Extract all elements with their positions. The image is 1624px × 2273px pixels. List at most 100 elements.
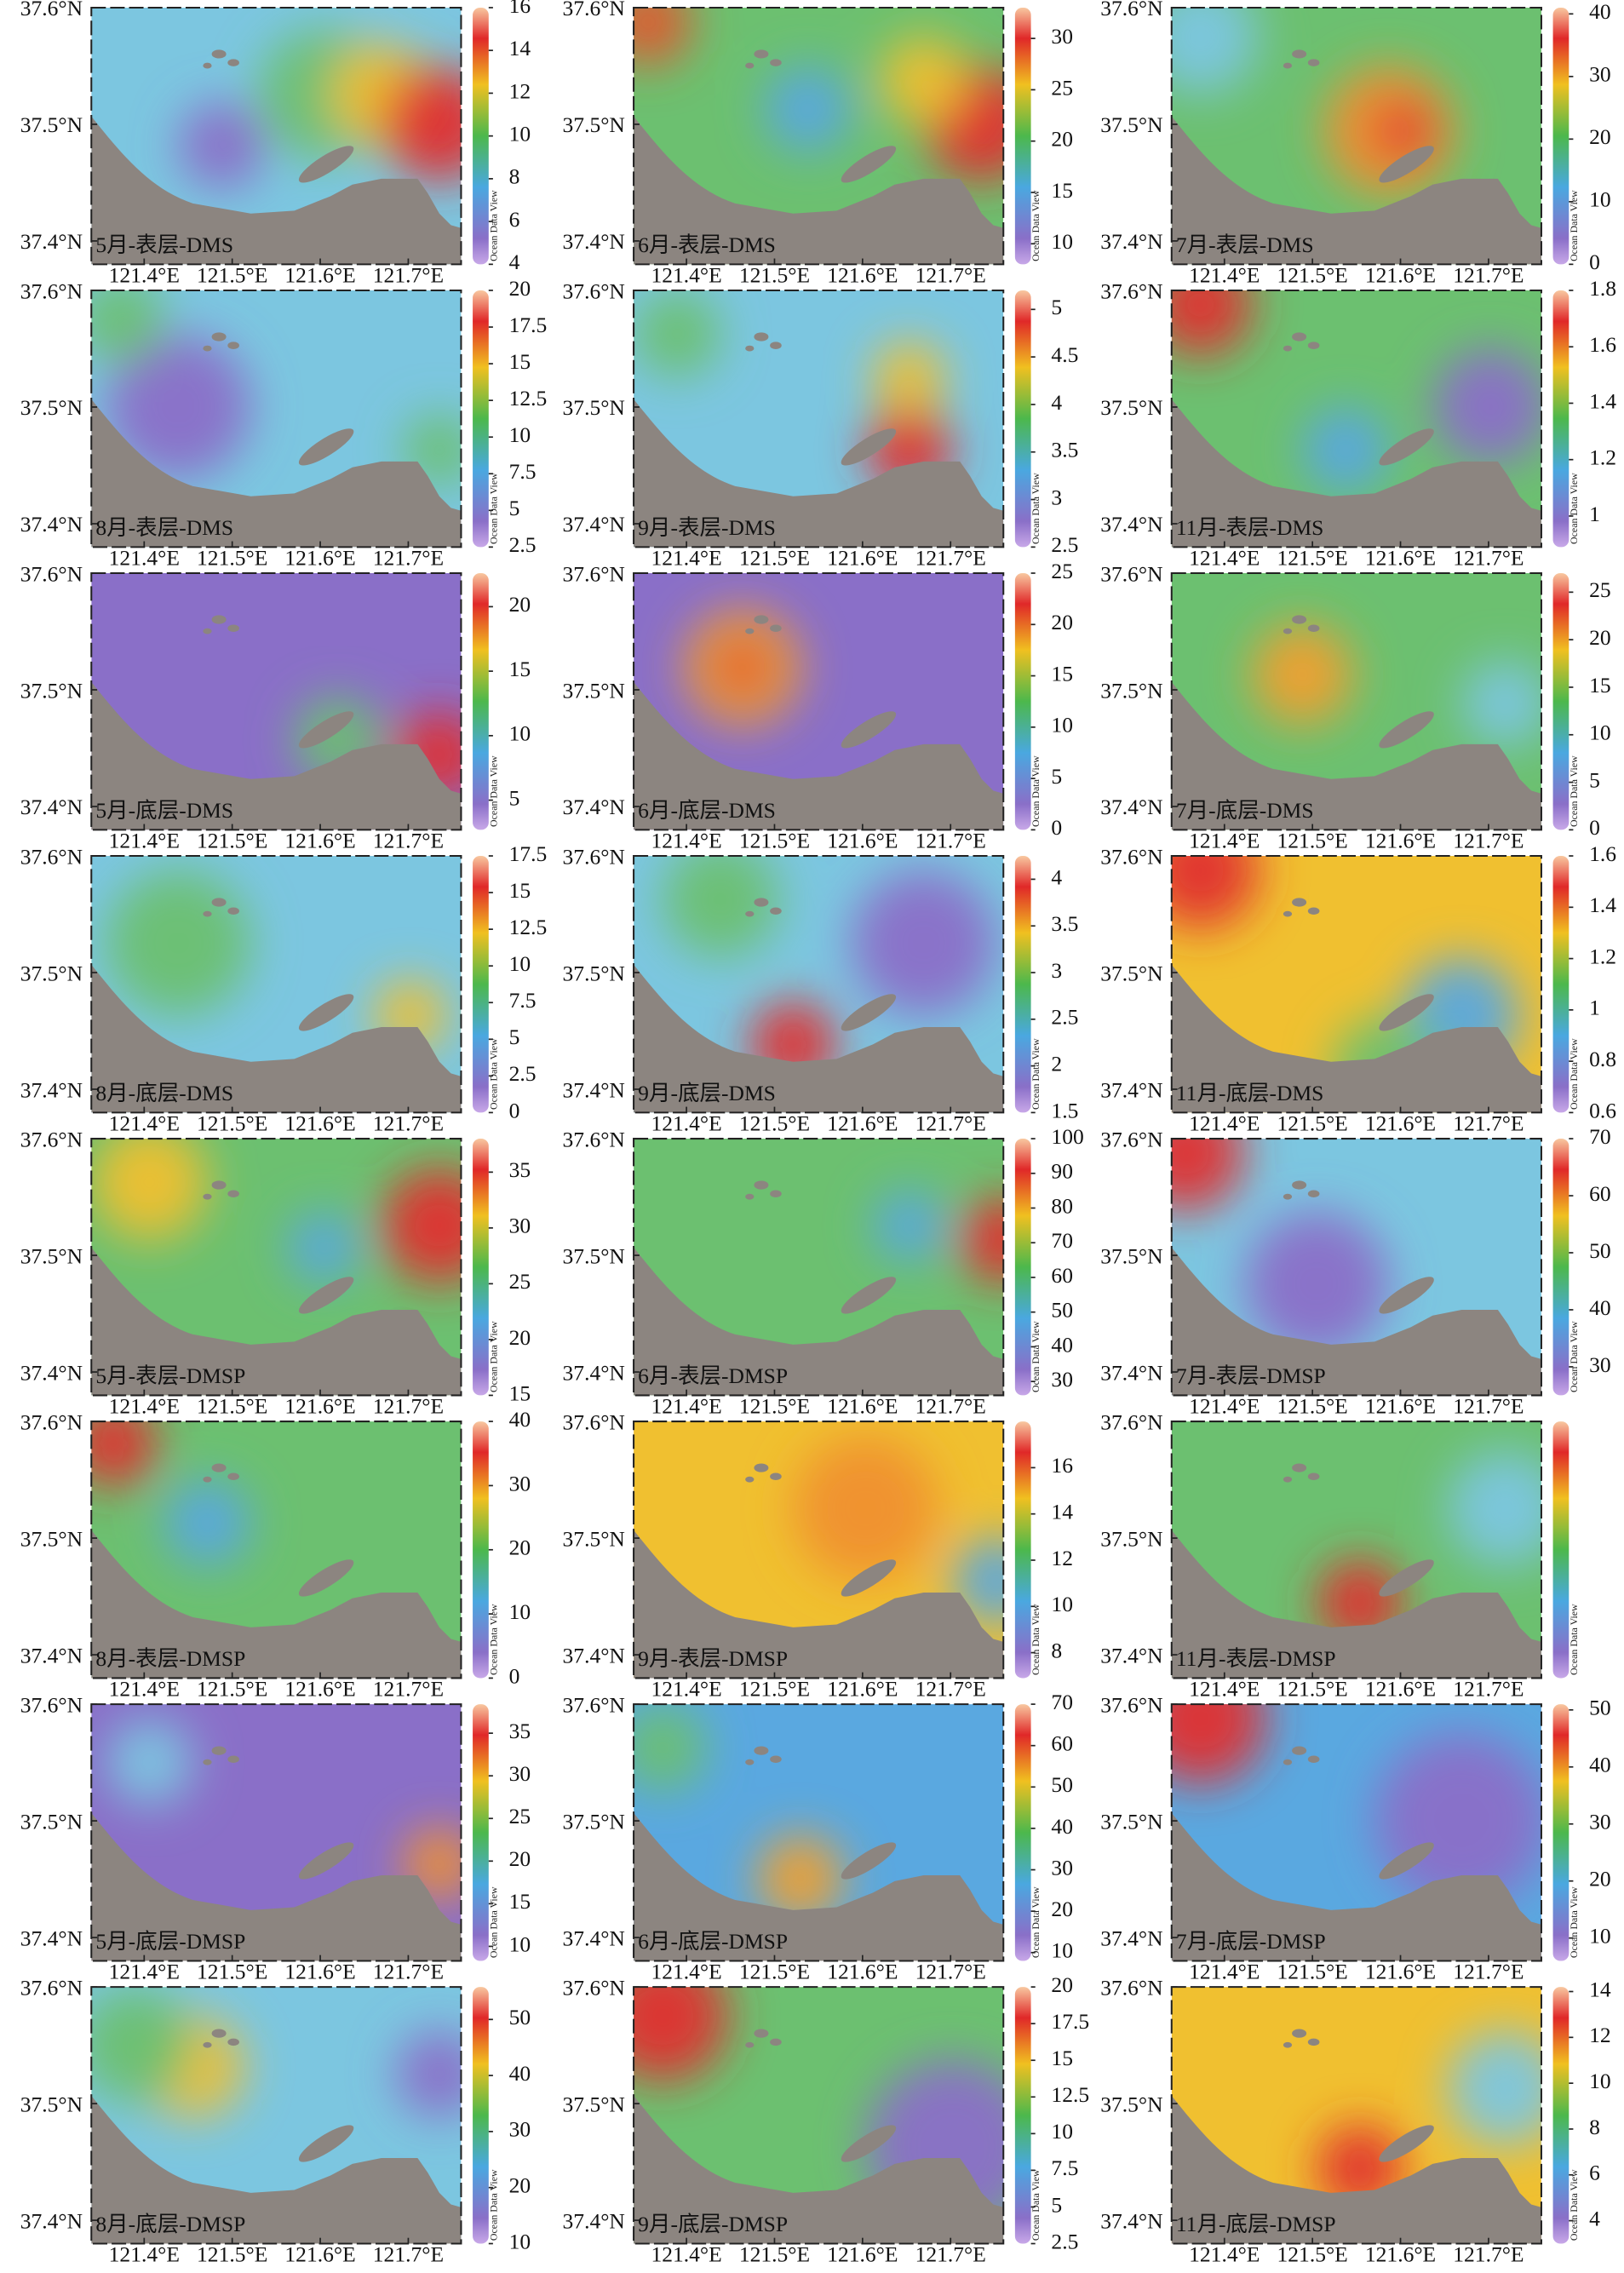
lat-label: 37.4°N [563, 512, 625, 537]
watermark: Ocean Data View [1030, 1038, 1042, 1110]
lon-label: 121.6°E [827, 1677, 898, 1702]
islet [211, 1180, 227, 1190]
land [91, 1247, 462, 1396]
map-frame [633, 1138, 1005, 1397]
colorbar-label: 50 [1589, 1238, 1611, 1263]
colorbar [1014, 290, 1031, 548]
island [298, 1277, 354, 1314]
lat-label: 37.6°N [563, 1975, 625, 2000]
lat-label: 37.4°N [1100, 1926, 1162, 1950]
colorbar-label: 30 [509, 1761, 531, 1786]
lon-label: 121.5°E [197, 546, 267, 571]
lat-label: 37.4°N [1100, 1360, 1162, 1385]
islet [211, 332, 227, 342]
lon-label: 121.6°E [1365, 1394, 1436, 1419]
colorbar-label: 6 [509, 207, 520, 232]
panel-label: 6月-底层-DMS [638, 798, 776, 823]
colorbar-label: 30 [1589, 62, 1611, 87]
lon-label: 121.4°E [651, 1394, 721, 1419]
land [1171, 1247, 1541, 1396]
lat-label: 37.6°N [563, 1692, 625, 1717]
colorbar-label: 20 [509, 1535, 531, 1560]
colorbar [473, 1139, 489, 1396]
map-frame [90, 1703, 462, 1962]
lon-label: 121.5°E [739, 1394, 810, 1419]
island [298, 146, 354, 183]
lat-label: 37.4°N [20, 1077, 83, 1102]
panel-label: 7月-表层-DMS [1176, 232, 1314, 257]
land [634, 116, 1004, 265]
map-field [634, 290, 1004, 548]
islet [1307, 1472, 1320, 1481]
islet [1283, 62, 1293, 69]
colorbar [473, 7, 489, 265]
lon-label: 121.4°E [109, 1111, 180, 1136]
field-blob [1243, 1211, 1390, 1357]
colorbar-label: 20 [1589, 1867, 1611, 1891]
colorbar-label: 25 [509, 1269, 531, 1294]
lat-label: 37.4°N [563, 795, 625, 819]
colorbar-label: 17.5 [509, 313, 548, 337]
lon-label: 121.7°E [915, 2242, 986, 2267]
land [634, 964, 1004, 1113]
lon-label: 121.7°E [915, 263, 986, 288]
land [91, 116, 462, 265]
colorbar-label: 2.5 [1051, 2229, 1078, 2253]
watermark: Ocean Data View [1030, 755, 1042, 827]
lon-label: 121.7°E [1453, 829, 1524, 853]
map-frame [90, 6, 462, 266]
islet [211, 1463, 227, 1472]
map-panel: 7月-表层-DMSP 37.6°N 37.5°N 37.4°N 121.4°E 121.5… [1100, 1124, 1611, 1419]
colorbar-label: 5 [1051, 2192, 1062, 2217]
island [298, 428, 354, 466]
colorbar-label: 2.5 [509, 532, 537, 557]
land [634, 681, 1004, 830]
land [634, 2095, 1004, 2244]
map-field [1171, 7, 1541, 265]
field-blobs [634, 7, 1004, 182]
colorbar-label: 20 [1589, 625, 1611, 650]
lon-label: 121.4°E [109, 1394, 180, 1419]
map-panel: 9月-底层-DMS 37.6°N 37.5°N 37.4°N 121.4°E 121.5°… [563, 844, 1079, 1135]
islet [754, 1180, 769, 1190]
colorbar-label: 8 [509, 164, 520, 189]
lat-label: 37.6°N [20, 1692, 83, 1717]
lon-label: 121.5°E [197, 1960, 267, 1984]
lon-label: 121.4°E [1189, 829, 1260, 853]
lat-label: 37.5°N [1100, 1809, 1162, 1834]
lon-label: 121.7°E [373, 263, 444, 288]
field-blob [634, 290, 721, 378]
field-blobs [91, 1987, 462, 2118]
colorbar-label: 5 [509, 1025, 520, 1049]
lon-label: 121.4°E [109, 829, 180, 853]
watermark: Ocean Data View [1030, 1886, 1042, 1958]
lat-label: 37.5°N [1100, 2092, 1162, 2116]
lat-label: 37.5°N [1100, 961, 1162, 985]
lon-label: 121.4°E [1189, 546, 1260, 571]
island [841, 711, 897, 749]
watermark: Ocean Data View [1568, 1038, 1580, 1110]
lat-label: 37.6°N [20, 561, 83, 586]
islet [754, 332, 769, 342]
islet [227, 342, 239, 349]
land [91, 964, 462, 1113]
field-blob [1171, 7, 1259, 95]
islet [770, 2038, 782, 2046]
lon-label: 121.4°E [1189, 1677, 1260, 1702]
panel-label: 5月-表层-DMS [95, 232, 233, 257]
lat-label: 37.5°N [20, 1526, 83, 1551]
colorbar-label: 25 [1589, 577, 1611, 602]
colorbar [1014, 856, 1031, 1113]
lat-label: 37.4°N [563, 1926, 625, 1950]
lat-label: 37.6°N [1100, 0, 1162, 20]
colorbar-label: 7.5 [509, 459, 537, 484]
panel-label: 8月-底层-DMS [95, 1081, 233, 1105]
lon-label: 121.4°E [109, 263, 180, 288]
map-panel: 11月-表层-DMS 37.6°N 37.5°N 37.4°N 121.4°E 121.5… [1100, 276, 1616, 571]
field-blob [764, 66, 852, 153]
island [841, 1842, 897, 1880]
field-blob [91, 1421, 157, 1487]
lat-label: 37.5°N [1100, 1243, 1162, 1268]
colorbar-label: 15 [509, 878, 531, 903]
colorbar-label: 40 [509, 1407, 531, 1432]
